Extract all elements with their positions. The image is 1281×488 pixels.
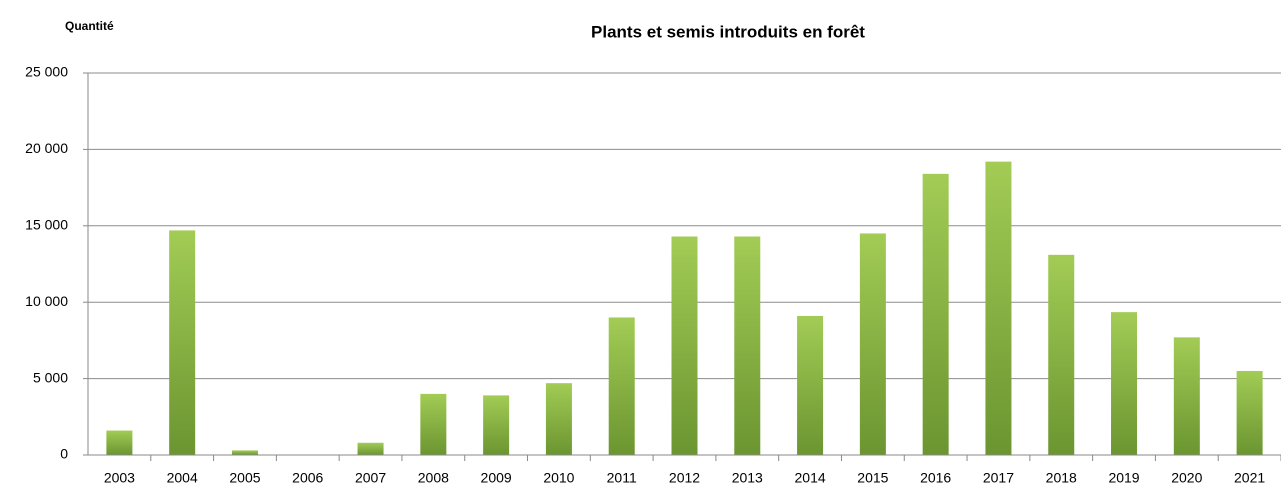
bar	[483, 395, 510, 455]
y-axis-label: Quantité	[65, 19, 114, 33]
bar	[608, 317, 635, 455]
bar	[231, 450, 258, 455]
y-tick-label: 15 000	[25, 217, 68, 233]
bar	[1111, 312, 1138, 455]
bar	[985, 161, 1012, 455]
x-tick-label: 2014	[795, 470, 826, 486]
chart-title: Plants et semis introduits en forêt	[591, 22, 865, 41]
bar	[671, 236, 698, 455]
x-tick-label: 2018	[1046, 470, 1077, 486]
x-tick-label: 2003	[104, 470, 135, 486]
x-tick-label: 2021	[1234, 470, 1265, 486]
x-tick-label: 2020	[1171, 470, 1202, 486]
y-tick-label: 0	[60, 446, 68, 462]
y-tick-label: 20 000	[25, 140, 68, 156]
x-tick-label: 2004	[167, 470, 198, 486]
x-tick-label: 2015	[857, 470, 888, 486]
bar	[734, 236, 761, 455]
x-tick-label: 2010	[543, 470, 574, 486]
bar	[1048, 254, 1075, 455]
x-tick-label: 2008	[418, 470, 449, 486]
x-tick-label: 2007	[355, 470, 386, 486]
y-tick-label: 5 000	[33, 369, 68, 385]
x-tick-label: 2017	[983, 470, 1014, 486]
bar	[1173, 337, 1200, 455]
bar	[169, 230, 196, 455]
y-tick-label: 10 000	[25, 293, 68, 309]
bar	[545, 383, 572, 455]
x-tick-label: 2019	[1108, 470, 1139, 486]
bar	[1236, 370, 1263, 455]
x-tick-label: 2009	[481, 470, 512, 486]
bar	[859, 233, 886, 455]
x-tick-label: 2006	[292, 470, 323, 486]
bar	[922, 173, 949, 455]
x-tick-label: 2005	[229, 470, 260, 486]
x-tick-label: 2011	[607, 470, 637, 486]
bar	[797, 315, 824, 455]
bar	[357, 442, 384, 455]
y-tick-label: 25 000	[25, 64, 68, 80]
bar	[420, 393, 447, 455]
bar	[106, 430, 133, 455]
x-tick-label: 2016	[920, 470, 951, 486]
x-tick-label: 2013	[732, 470, 763, 486]
x-tick-label: 2012	[669, 470, 700, 486]
